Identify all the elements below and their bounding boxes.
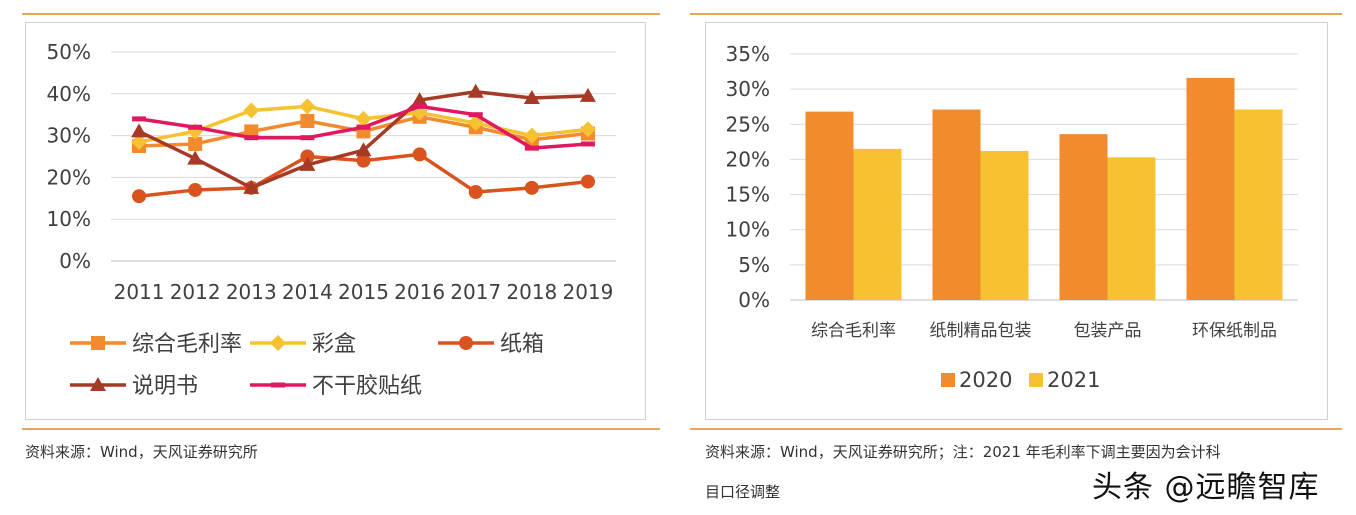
data-point — [355, 142, 372, 157]
y-tick-label: 35% — [726, 42, 770, 66]
data-point — [300, 113, 315, 128]
y-tick-label: 5% — [738, 253, 770, 277]
left-chart-panel: 0% 10% 20% 30% 40% 50% 2011 2012 2013 2014 2015 201… — [25, 22, 646, 420]
legend-marker — [91, 336, 105, 350]
right-bar-chart: 0% 5% 10% 15% 20% 25% 30% 35% 综合毛利率 纸制精品包装 包装产品 环保纸… — [726, 42, 1298, 392]
series-group — [131, 83, 596, 194]
y-tick-label: 50% — [47, 40, 91, 64]
x-tick-label: 2016 — [394, 280, 445, 304]
data-point — [467, 83, 484, 98]
x-category-label: 纸制精品包装 — [930, 321, 1032, 341]
bar — [980, 150, 1029, 300]
watermark-text: 头条 @远瞻智库 — [1092, 470, 1320, 505]
x-tick-label: 2017 — [450, 280, 501, 304]
legend-label: 彩盒 — [312, 332, 356, 357]
x-tick-label: 2018 — [506, 280, 557, 304]
right-source-note: 资料来源：Wind，天风证券研究所；注：2021 年毛利率下调主要因为会计科 — [705, 443, 1221, 461]
x-tick-label: 2019 — [562, 280, 613, 304]
left-source-note: 资料来源：Wind，天风证券研究所 — [25, 443, 258, 461]
data-point — [412, 147, 427, 162]
right-source-note-line2: 目口径调整 — [705, 483, 781, 501]
x-tick-label: 2014 — [282, 280, 333, 304]
legend-marker — [459, 336, 473, 350]
bar — [1234, 109, 1283, 300]
y-tick-label: 10% — [47, 207, 91, 231]
data-point — [579, 121, 596, 138]
data-point — [356, 124, 371, 130]
data-point — [188, 182, 203, 197]
x-tick-label: 2012 — [170, 280, 221, 304]
legend-marker — [90, 377, 106, 391]
x-category-label: 环保纸制品 — [1192, 321, 1277, 341]
data-point — [244, 124, 259, 139]
data-point — [412, 103, 427, 109]
data-point — [524, 180, 539, 195]
y-tick-label: 15% — [726, 183, 770, 207]
data-point — [243, 179, 260, 194]
y-tick-label: 0% — [59, 249, 91, 273]
left-top-rule — [22, 13, 660, 15]
bar — [805, 111, 854, 301]
data-point — [468, 112, 483, 118]
data-point — [356, 153, 371, 168]
right-chart-panel: 0% 5% 10% 15% 20% 25% 30% 35% 综合毛利率 纸制精品包装 包装产品 环保纸… — [705, 22, 1328, 420]
legend-swatch — [941, 373, 955, 387]
left-bottom-rule — [22, 428, 660, 430]
bar — [1059, 134, 1108, 300]
data-point — [580, 141, 595, 147]
legend-label: 不干胶贴纸 — [312, 374, 422, 399]
right-bottom-rule — [690, 428, 1342, 430]
series-group — [132, 103, 595, 151]
y-tick-label: 30% — [726, 77, 770, 101]
data-point — [131, 123, 148, 138]
bar — [932, 109, 981, 300]
data-point — [579, 87, 596, 102]
x-category-label: 包装产品 — [1074, 321, 1142, 341]
data-point — [188, 124, 203, 130]
bar — [1107, 157, 1156, 300]
data-point — [468, 185, 483, 200]
data-point — [300, 135, 315, 141]
y-tick-label: 30% — [47, 124, 91, 148]
legend-label: 2021 — [1047, 368, 1100, 392]
y-tick-label: 20% — [47, 165, 91, 189]
y-tick-label: 25% — [726, 112, 770, 136]
data-point — [299, 156, 316, 171]
legend-label: 2020 — [959, 368, 1012, 392]
series-group — [132, 147, 595, 204]
data-point — [300, 149, 315, 164]
bar — [853, 148, 902, 300]
right-top-rule — [690, 13, 1342, 15]
data-point — [188, 136, 203, 151]
x-tick-label: 2011 — [114, 280, 165, 304]
data-point — [131, 133, 148, 150]
data-point — [355, 110, 372, 127]
data-point — [523, 89, 540, 104]
legend-label: 综合毛利率 — [132, 332, 242, 357]
data-point — [523, 127, 540, 144]
data-point — [299, 98, 316, 115]
data-point — [580, 174, 595, 189]
y-tick-label: 0% — [738, 288, 770, 312]
x-tick-label: 2013 — [226, 280, 277, 304]
data-point — [187, 150, 204, 165]
legend-label: 纸箱 — [500, 332, 544, 357]
y-tick-label: 40% — [47, 82, 91, 106]
y-tick-label: 20% — [726, 147, 770, 171]
data-point — [132, 116, 147, 122]
x-tick-label: 2015 — [338, 280, 389, 304]
data-point — [524, 145, 539, 151]
data-point — [411, 92, 428, 107]
y-tick-label: 10% — [726, 218, 770, 242]
legend-label: 说明书 — [132, 374, 198, 399]
data-point — [132, 189, 147, 204]
x-category-label: 综合毛利率 — [811, 321, 896, 341]
data-point — [243, 102, 260, 119]
bar — [1186, 77, 1235, 300]
legend-swatch — [1029, 373, 1043, 387]
data-point — [244, 135, 259, 141]
left-line-chart: 0%10%20%30%40%50%2011 2012 2013 2014 2015 201… — [47, 40, 616, 399]
legend-marker — [270, 335, 286, 351]
legend-marker — [271, 382, 285, 388]
